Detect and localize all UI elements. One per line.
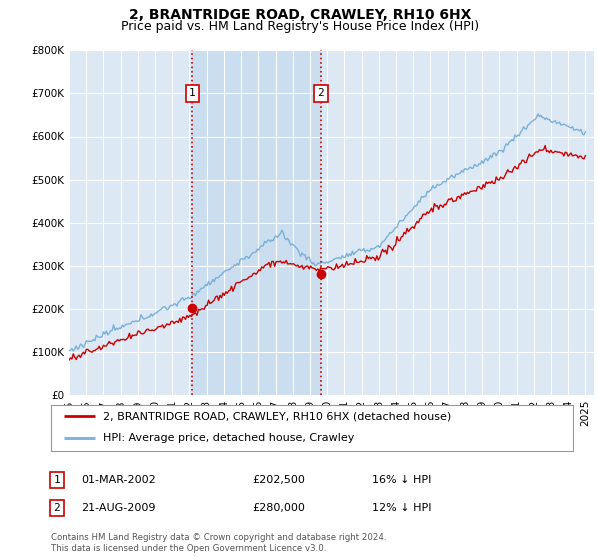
Text: Contains HM Land Registry data © Crown copyright and database right 2024.
This d: Contains HM Land Registry data © Crown c…: [51, 533, 386, 553]
Text: 01-MAR-2002: 01-MAR-2002: [81, 475, 156, 485]
Bar: [193, 50, 321, 395]
Text: 2, BRANTRIDGE ROAD, CRAWLEY, RH10 6HX (detached house): 2, BRANTRIDGE ROAD, CRAWLEY, RH10 6HX (d…: [103, 412, 451, 421]
Text: 16% ↓ HPI: 16% ↓ HPI: [372, 475, 431, 485]
Text: 2: 2: [53, 503, 61, 513]
Text: 21-AUG-2009: 21-AUG-2009: [81, 503, 155, 513]
Text: 2: 2: [317, 88, 325, 99]
Text: 12% ↓ HPI: 12% ↓ HPI: [372, 503, 431, 513]
Text: 2, BRANTRIDGE ROAD, CRAWLEY, RH10 6HX: 2, BRANTRIDGE ROAD, CRAWLEY, RH10 6HX: [129, 8, 471, 22]
Text: £280,000: £280,000: [252, 503, 305, 513]
Text: £202,500: £202,500: [252, 475, 305, 485]
Text: 1: 1: [189, 88, 196, 99]
Text: Price paid vs. HM Land Registry's House Price Index (HPI): Price paid vs. HM Land Registry's House …: [121, 20, 479, 32]
Text: HPI: Average price, detached house, Crawley: HPI: Average price, detached house, Craw…: [103, 433, 355, 443]
Text: 1: 1: [53, 475, 61, 485]
